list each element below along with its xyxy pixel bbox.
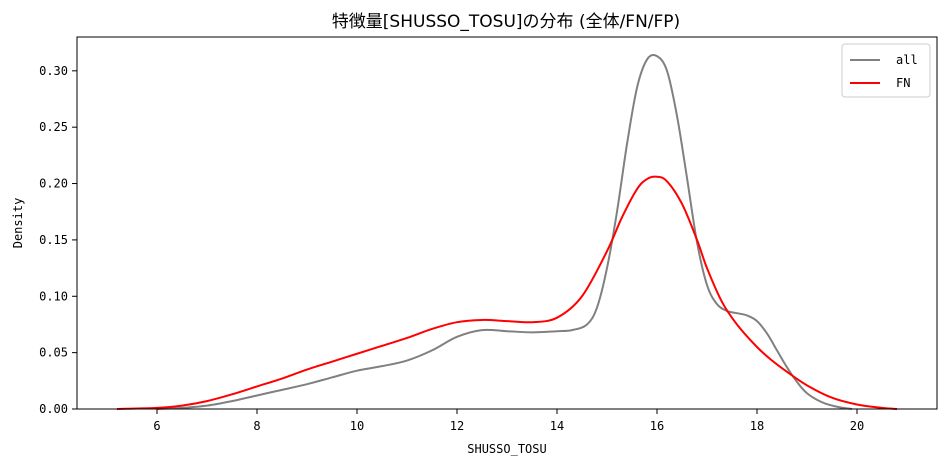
x-tick-label: 14: [550, 419, 564, 433]
series-line-fn: [116, 175, 898, 410]
y-axis-label: Density: [11, 198, 25, 249]
x-tick-label: 8: [253, 419, 260, 433]
plot-frame: [76, 36, 938, 410]
y-tick-label: 0.05: [39, 346, 68, 360]
x-tick-label: 20: [850, 419, 864, 433]
x-tick-label: 16: [650, 419, 664, 433]
x-axis-label: SHUSSO_TOSU: [467, 442, 546, 456]
chart-title: 特徴量[SHUSSO_TOSU]の分布 (全体/FN/FP): [332, 12, 680, 32]
legend-box: [841, 43, 931, 98]
x-tick-label: 6: [153, 419, 160, 433]
y-tick-label: 0.20: [39, 177, 68, 191]
legend-label-all: all: [896, 53, 918, 67]
x-tick-label: 10: [350, 419, 364, 433]
y-tick-label: 0.15: [39, 233, 68, 247]
series-line-all: [156, 54, 853, 410]
y-tick-label: 0.00: [39, 402, 68, 416]
x-tick-label: 18: [750, 419, 764, 433]
y-tick-label: 0.10: [39, 289, 68, 303]
legend: all FN: [841, 43, 931, 98]
y-tick-label: 0.30: [39, 64, 68, 78]
x-tick-label: 12: [450, 419, 464, 433]
y-tick-label: 0.25: [39, 120, 68, 134]
legend-label-fn: FN: [896, 76, 910, 90]
